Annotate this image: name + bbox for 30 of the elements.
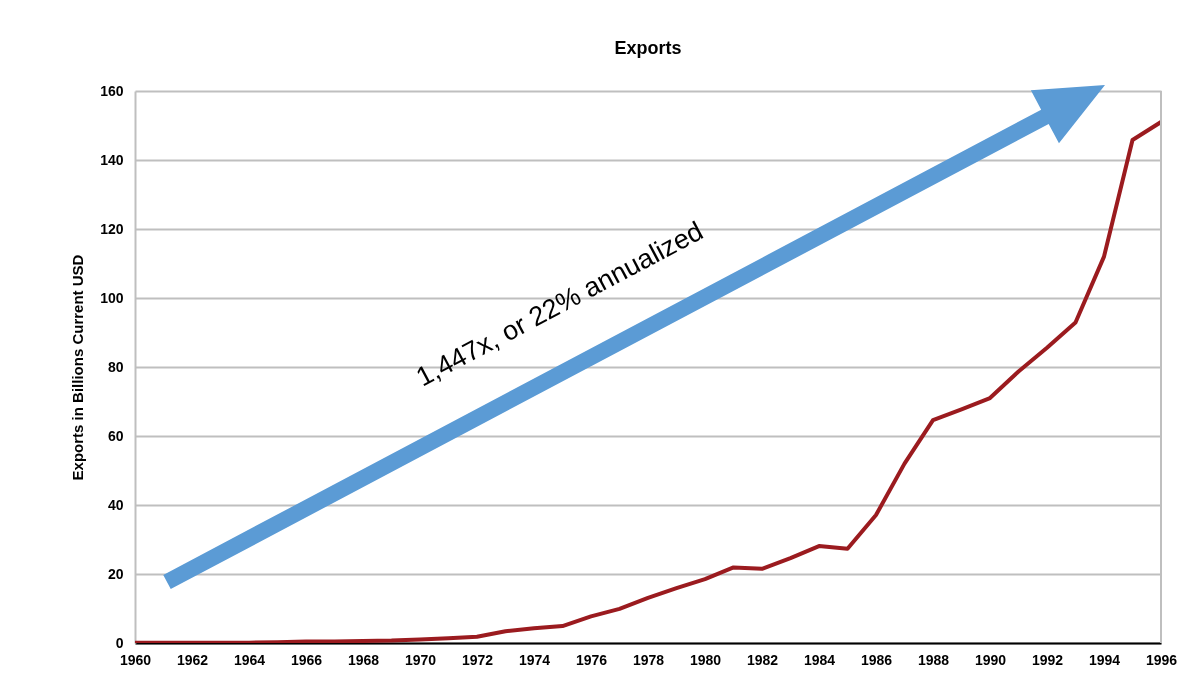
x-tick-label: 1984 — [803, 651, 836, 668]
x-tick-label: 1996 — [1145, 651, 1178, 668]
y-axis-title: Exports in Billions Current USD — [69, 254, 87, 481]
x-tick-label: 1970 — [404, 651, 437, 668]
x-tick-label: 1976 — [575, 651, 608, 668]
y-tick-label: 100 — [100, 289, 124, 306]
y-tick-label: 0 — [115, 634, 124, 651]
x-tick-label: 1994 — [1088, 651, 1121, 668]
x-tick-label: 1990 — [974, 651, 1007, 668]
x-tick-label: 1988 — [917, 651, 950, 668]
x-tick-label: 1960 — [119, 651, 152, 668]
x-tick-label: 1978 — [632, 651, 665, 668]
x-tick-label: 1966 — [290, 651, 323, 668]
y-tick-label: 60 — [107, 427, 124, 444]
y-tick-label: 140 — [100, 151, 124, 168]
x-tick-label: 1982 — [746, 651, 779, 668]
chart-title: Exports — [614, 38, 682, 58]
y-tick-label: 80 — [107, 358, 124, 375]
y-tick-label: 40 — [107, 496, 124, 513]
y-tick-label: 120 — [100, 220, 124, 237]
x-tick-label: 1972 — [461, 651, 494, 668]
x-tick-label: 1974 — [518, 651, 551, 668]
x-tick-label: 1986 — [860, 651, 893, 668]
x-tick-label: 1968 — [347, 651, 380, 668]
y-tick-label: 160 — [100, 82, 124, 99]
x-tick-label: 1964 — [233, 651, 266, 668]
x-tick-label: 1962 — [176, 651, 209, 668]
x-tick-label: 1980 — [689, 651, 722, 668]
x-tick-label: 1992 — [1031, 651, 1064, 668]
y-tick-label: 20 — [107, 565, 124, 582]
